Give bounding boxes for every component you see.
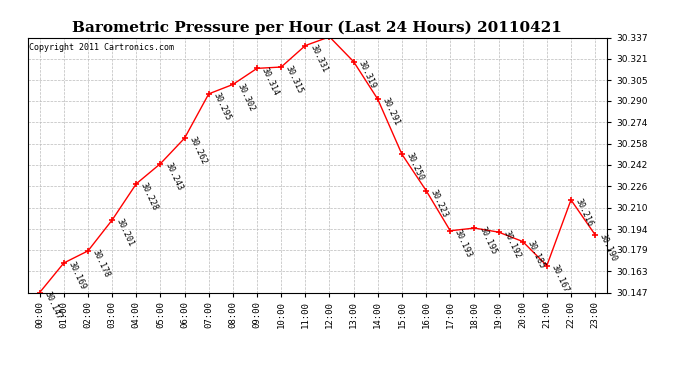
Text: 30.228: 30.228 — [139, 181, 160, 212]
Text: 30.178: 30.178 — [91, 248, 112, 279]
Text: 30.314: 30.314 — [260, 66, 281, 97]
Text: 30.201: 30.201 — [115, 217, 136, 248]
Text: 30.193: 30.193 — [453, 228, 474, 259]
Text: 30.195: 30.195 — [477, 225, 498, 256]
Text: 30.190: 30.190 — [598, 232, 619, 263]
Text: 30.295: 30.295 — [212, 91, 233, 122]
Text: 30.291: 30.291 — [381, 96, 402, 128]
Text: 30.250: 30.250 — [405, 152, 426, 183]
Text: 30.169: 30.169 — [67, 260, 88, 291]
Text: 30.3375: 30.3375 — [0, 374, 1, 375]
Text: Copyright 2011 Cartronics.com: Copyright 2011 Cartronics.com — [29, 43, 174, 52]
Text: 30.331: 30.331 — [308, 43, 329, 74]
Text: 30.216: 30.216 — [574, 197, 595, 228]
Text: 30.192: 30.192 — [502, 230, 522, 260]
Text: 30.243: 30.243 — [164, 161, 184, 192]
Text: 30.223: 30.223 — [429, 188, 450, 219]
Title: Barometric Pressure per Hour (Last 24 Hours) 20110421: Barometric Pressure per Hour (Last 24 Ho… — [72, 21, 562, 35]
Text: 30.319: 30.319 — [357, 59, 377, 90]
Text: 30.147: 30.147 — [43, 290, 63, 321]
Text: 30.302: 30.302 — [236, 82, 257, 113]
Text: 30.185: 30.185 — [526, 239, 546, 270]
Text: 30.315: 30.315 — [284, 64, 305, 95]
Text: 30.167: 30.167 — [550, 263, 571, 294]
Text: 30.262: 30.262 — [188, 135, 208, 166]
